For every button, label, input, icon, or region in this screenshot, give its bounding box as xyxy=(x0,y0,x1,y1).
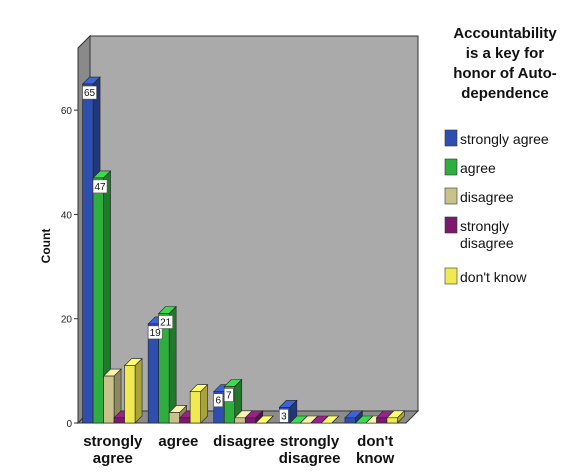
bar-strongly-disagree-agree-front xyxy=(179,417,191,424)
bar-don-t-know-agree-side xyxy=(200,383,208,424)
bar-strongly-agree-strongly-agree-front xyxy=(82,83,94,424)
data-label-box xyxy=(92,179,108,194)
legend-title: is a key for xyxy=(466,45,545,62)
data-label-box xyxy=(147,325,163,340)
legend-label-don-t-know: don't know xyxy=(460,269,527,285)
data-label-box xyxy=(279,409,289,423)
bar-don-t-know-don-t-know xyxy=(386,410,406,424)
bar-don-t-know-disagree xyxy=(255,415,274,424)
bar-disagree-agree-front xyxy=(168,412,180,424)
bar-don-t-know-strongly-agree xyxy=(123,357,143,424)
data-label: 65 xyxy=(84,88,96,99)
legend-label-strongly-agree: strongly agree xyxy=(460,131,549,147)
category-label-strongly-disagree: disagree xyxy=(279,450,341,467)
legend-swatch-strongly-disagree xyxy=(444,216,458,234)
bar-strongly-disagree-don-t-know-front xyxy=(376,417,388,424)
bar-don-t-know-strongly-disagree-side xyxy=(331,415,340,424)
data-label: 21 xyxy=(160,318,172,329)
legend-label-strongly-disagree: strongly xyxy=(460,218,509,234)
data-label-box xyxy=(213,393,223,407)
bar-strongly-disagree-disagree xyxy=(244,410,264,424)
bar-agree-strongly-agree-front xyxy=(92,177,104,424)
data-label: 19 xyxy=(150,328,162,339)
bar-don-t-know-don-t-know-front xyxy=(386,417,398,424)
data-label-box xyxy=(158,315,173,329)
y-tick-label: 0 xyxy=(66,419,72,430)
category-label-strongly-disagree: strongly xyxy=(280,433,340,450)
data-label-box xyxy=(224,388,234,402)
bar-disagree-strongly-agree-front xyxy=(103,375,115,424)
bar-strongly-disagree-disagree-front xyxy=(244,417,257,424)
back-wall xyxy=(89,35,419,412)
y-tick-label: 20 xyxy=(61,315,73,326)
bar-agree-disagree-front xyxy=(223,386,236,424)
y-tick-label: 40 xyxy=(61,210,73,221)
legend-label-disagree: disagree xyxy=(460,189,514,205)
y-axis-label: Count xyxy=(39,229,53,264)
legend-swatch-agree xyxy=(444,158,458,176)
category-label-don-t-know: don't xyxy=(357,433,393,450)
bar-agree-agree-front xyxy=(158,313,170,424)
bar-don-t-know-agree-front xyxy=(189,391,201,424)
legend-title: honor of Auto- xyxy=(453,65,557,82)
y-tick-label: 60 xyxy=(61,106,73,117)
data-label: 3 xyxy=(281,411,287,422)
legend-swatch-disagree xyxy=(444,187,458,205)
legend-label-strongly-disagree: disagree xyxy=(460,235,514,251)
data-label: 6 xyxy=(215,396,221,407)
legend-title: dependence xyxy=(461,85,549,102)
legend-label-agree: agree xyxy=(460,160,496,176)
category-label-don-t-know: know xyxy=(356,450,395,467)
data-label-box xyxy=(82,85,97,100)
category-label-agree: agree xyxy=(158,433,198,450)
bar-strongly-disagree-strongly-agree-front xyxy=(113,417,125,424)
bar-disagree-disagree-front xyxy=(234,417,246,424)
data-label: 7 xyxy=(226,391,232,402)
bar-don-t-know-strongly-disagree xyxy=(320,415,340,424)
data-label: 47 xyxy=(94,182,106,193)
bar-agree-strongly-agree xyxy=(92,170,112,424)
category-label-strongly-agree: agree xyxy=(93,450,133,467)
legend-swatch-don-t-know xyxy=(444,267,458,285)
category-label-disagree: disagree xyxy=(213,433,275,450)
bar-don-t-know-agree xyxy=(189,383,209,424)
category-label-strongly-agree: strongly xyxy=(83,433,143,450)
bar-strongly-agree-don-t-know-front xyxy=(344,417,356,424)
bar-don-t-know-strongly-agree-front xyxy=(124,365,136,424)
bar-disagree-strongly-agree xyxy=(102,368,122,424)
bar-don-t-know-disagree-side xyxy=(266,415,274,424)
legend-swatch-strongly-agree xyxy=(444,129,458,147)
legend-title: Accountability xyxy=(453,25,557,42)
bar-don-t-know-strongly-agree-side xyxy=(134,357,143,424)
